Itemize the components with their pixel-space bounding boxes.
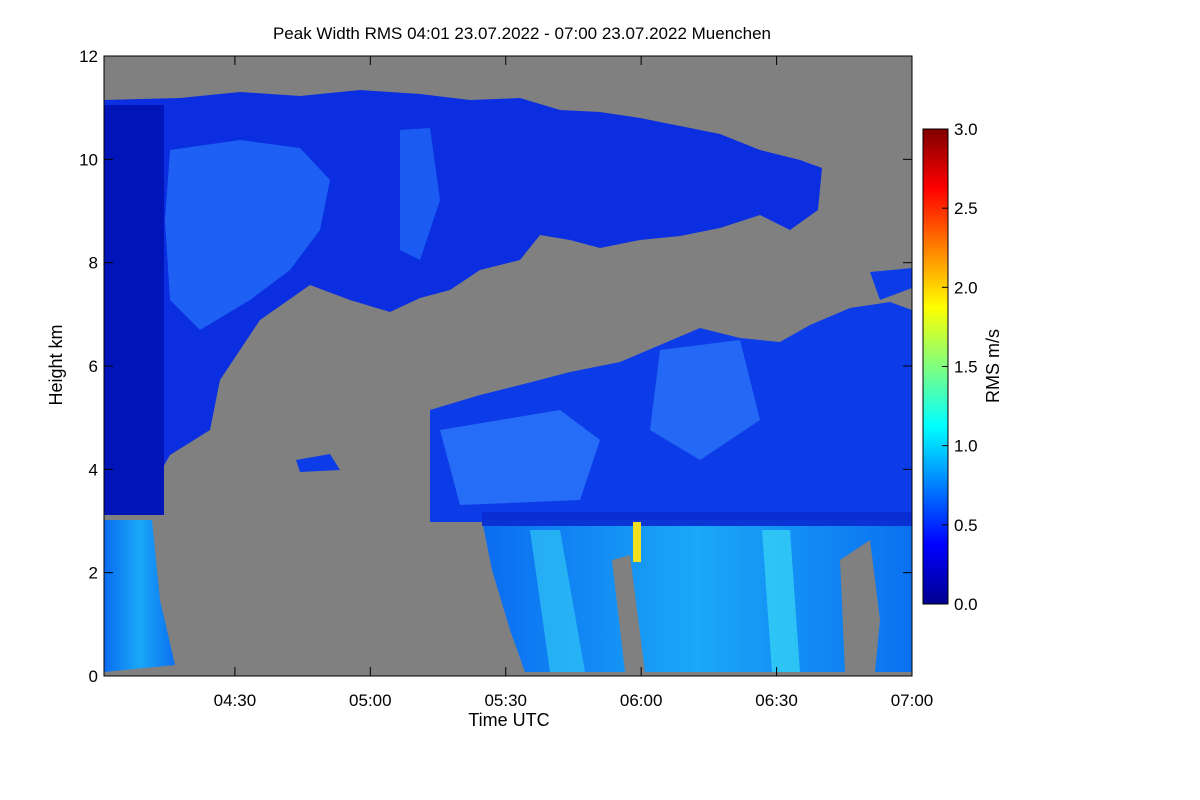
colorbar-tick-label: 2.0: [954, 278, 978, 297]
colorbar-tick-label: 0.0: [954, 595, 978, 614]
chart-title: Peak Width RMS 04:01 23.07.2022 - 07:00 …: [273, 24, 771, 43]
plot-area: [104, 56, 912, 676]
x-tick-label: 05:30: [484, 691, 527, 710]
heatmap-nodata-lower-mid: [612, 555, 645, 672]
x-tick-label: 04:30: [214, 691, 257, 710]
heatmap-streak-upper-2: [400, 128, 440, 260]
y-tick-label: 8: [89, 254, 98, 273]
y-tick-label: 12: [79, 47, 98, 66]
heatmap-streak-lower: [762, 530, 800, 672]
colorbar-tick-label: 0.5: [954, 516, 978, 535]
heatmap-streak-upper: [165, 140, 330, 330]
colorbar-tick-label: 1.0: [954, 437, 978, 456]
colorbar-tick-label: 3.0: [954, 120, 978, 139]
x-tick-label: 05:00: [349, 691, 392, 710]
y-axis-label: Height km: [46, 324, 66, 405]
heatmap-fragment-top-right: [870, 268, 912, 300]
x-axis: 04:30 05:00 05:30 06:00 06:30 07:00: [214, 56, 934, 710]
heatmap-streak-mid: [440, 410, 600, 505]
x-axis-label: Time UTC: [468, 710, 549, 730]
y-tick-label: 10: [79, 150, 98, 169]
x-tick-label: 06:30: [755, 691, 798, 710]
y-tick-label: 0: [89, 667, 98, 686]
heatmap-band-3km: [482, 512, 912, 526]
y-tick-label: 2: [89, 564, 98, 583]
heatmap-hotspot: [633, 522, 641, 562]
y-tick-label: 6: [89, 357, 98, 376]
heatmap-region-lower-left-precip: [104, 520, 175, 672]
colorbar-label: RMS m/s: [983, 329, 1003, 403]
heatmap-fragment-mid: [296, 454, 340, 472]
heatmap-streak-mid-2: [650, 340, 760, 460]
colorbar-tick-label: 1.5: [954, 358, 978, 377]
y-tick-label: 4: [89, 460, 98, 479]
x-tick-label: 07:00: [891, 691, 934, 710]
colorbar-tick-label: 2.5: [954, 199, 978, 218]
x-tick-label: 06:00: [620, 691, 663, 710]
y-axis: 0 2 4 6 8 10 12: [79, 47, 912, 686]
heatmap-dark-column: [104, 105, 164, 515]
colorbar: 0.0 0.5 1.0 1.5 2.0 2.5 3.0 RMS m/s: [922, 120, 1003, 614]
heatmap-streak-lower-2: [530, 530, 585, 672]
heatmap-nodata-lower-right: [840, 540, 880, 672]
heatmap-region-lower-right-precip: [482, 520, 912, 672]
colorbar-ticks: 0.0 0.5 1.0 1.5 2.0 2.5 3.0: [942, 120, 978, 614]
